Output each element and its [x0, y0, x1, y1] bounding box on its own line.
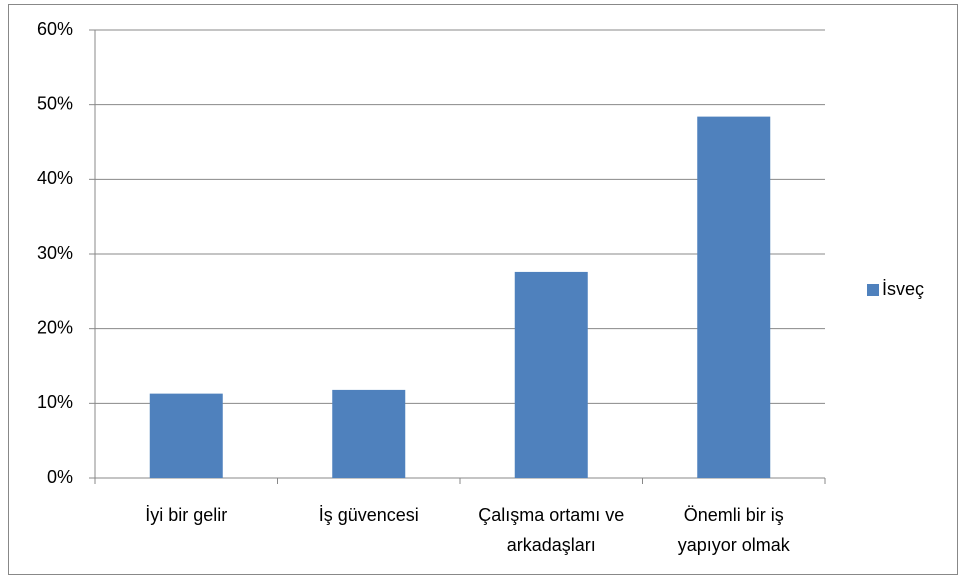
- x-tick-label: Çalışma ortamı ve arkadaşları: [478, 505, 624, 555]
- x-tick-label: İş güvencesi: [319, 505, 419, 525]
- bar: [149, 393, 223, 478]
- bar: [697, 116, 771, 478]
- y-tick-label: 60%: [37, 19, 73, 39]
- x-tick-label: İyi bir gelir: [145, 505, 227, 525]
- legend-label: İsveç: [882, 279, 924, 299]
- x-tick-label: Önemli bir iş yapıyor olmak: [678, 505, 791, 555]
- y-tick-label: 40%: [37, 168, 73, 188]
- legend-swatch: [867, 284, 879, 296]
- y-tick-label: 30%: [37, 243, 73, 263]
- y-tick-label: 10%: [37, 392, 73, 412]
- y-tick-label: 0%: [47, 467, 73, 487]
- bar: [332, 389, 406, 478]
- y-tick-label: 20%: [37, 317, 73, 337]
- bar: [514, 271, 588, 478]
- y-tick-label: 50%: [37, 93, 73, 113]
- chart-border: [8, 4, 958, 575]
